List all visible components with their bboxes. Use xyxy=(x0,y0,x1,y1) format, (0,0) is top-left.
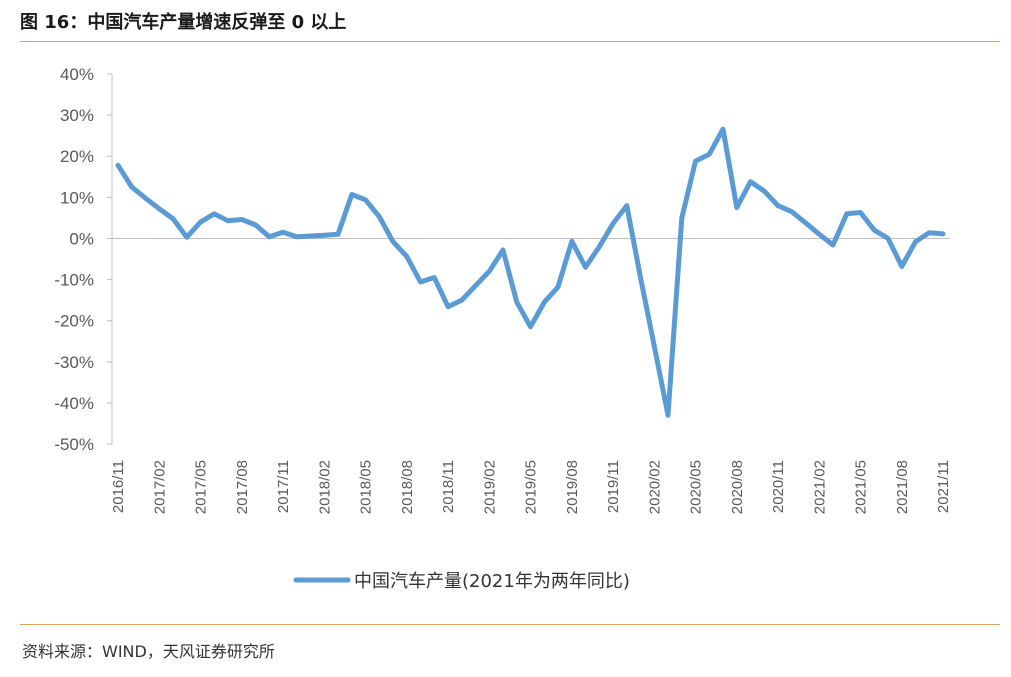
x-tick-label: 2020/05 xyxy=(688,460,705,514)
y-axis-ticks: 40% 30% 20% 10% 0% -10% -20% -30% -40% -50% xyxy=(54,65,112,454)
y-tick-label: -40% xyxy=(54,394,94,413)
y-tick-label: -20% xyxy=(54,312,94,331)
series-line-auto-production xyxy=(115,126,946,418)
y-tick-label: -50% xyxy=(54,435,94,454)
x-tick-label: 2016/11 xyxy=(110,460,127,513)
x-tick-label: 2020/11 xyxy=(770,460,787,513)
y-tick-label: 40% xyxy=(60,65,94,84)
x-tick-label: 2021/08 xyxy=(894,460,911,514)
x-tick-label: 2017/08 xyxy=(234,460,251,514)
x-tick-label: 2017/02 xyxy=(151,460,168,514)
x-tick-label: 2020/08 xyxy=(729,460,746,514)
x-tick-label: 2021/11 xyxy=(935,460,952,513)
x-tick-label: 2017/05 xyxy=(193,460,210,514)
x-tick-label: 2017/11 xyxy=(275,460,292,513)
x-tick-label: 2018/05 xyxy=(358,460,375,514)
x-tick-label: 2018/08 xyxy=(399,460,416,514)
x-tick-label: 2018/11 xyxy=(440,460,457,513)
source-note: 资料来源：WIND，天风证券研究所 xyxy=(22,642,275,661)
figure-title: 图 16：中国汽车产量增速反弹至 0 以上 xyxy=(20,12,347,33)
x-tick-label: 2018/02 xyxy=(316,460,333,514)
y-tick-label: -10% xyxy=(54,271,94,290)
x-tick-label: 2021/02 xyxy=(811,460,828,514)
y-tick-label: 0% xyxy=(69,229,94,248)
x-tick-label: 2021/05 xyxy=(853,460,870,514)
y-tick-label: 20% xyxy=(60,147,94,166)
y-tick-label: 30% xyxy=(60,106,94,125)
x-tick-label: 2020/02 xyxy=(646,460,663,514)
footer-divider xyxy=(20,624,1000,625)
x-tick-label: 2019/08 xyxy=(564,460,581,514)
y-tick-label: -30% xyxy=(54,353,94,372)
legend: 中国汽车产量(2021年为两年同比) xyxy=(293,571,630,592)
legend-label: 中国汽车产量(2021年为两年同比) xyxy=(354,571,630,592)
y-tick-label: 10% xyxy=(60,188,94,207)
x-tick-label: 2019/02 xyxy=(481,460,498,514)
x-tick-label: 2019/05 xyxy=(523,460,540,514)
x-axis-ticks: 2016/11 2017/02 2017/05 2017/08 2017/11 2018/… xyxy=(110,460,952,514)
x-tick-label: 2019/11 xyxy=(605,460,622,513)
title-divider xyxy=(20,41,1000,42)
